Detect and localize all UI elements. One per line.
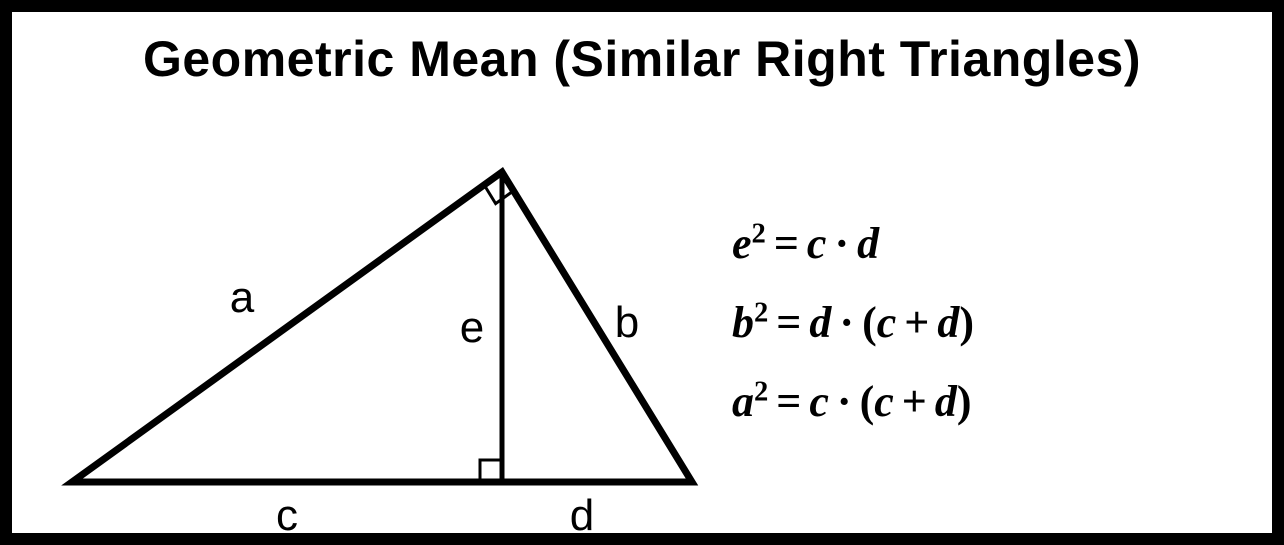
equals-sign: =: [768, 377, 809, 426]
formula-b-exponent: 2: [754, 297, 768, 328]
figure-frame: Geometric Mean (Similar Right Triangles)…: [0, 0, 1284, 545]
formula-e-lhs-var: e: [732, 219, 752, 268]
equals-sign: =: [766, 219, 807, 268]
formula-a: a2=c·(c+d): [732, 376, 1232, 427]
formula-e: e2=c·d: [732, 218, 1232, 269]
formula-a-exponent: 2: [754, 376, 768, 407]
figure-title: Geometric Mean (Similar Right Triangles): [12, 30, 1272, 88]
formula-b-rhs: d·(c+d): [809, 298, 974, 347]
formula-list: e2=c·d b2=d·(c+d) a2=c·(c+d): [732, 218, 1272, 427]
equals-sign: =: [768, 298, 809, 347]
label-b: b: [615, 298, 639, 347]
formula-b-lhs-var: b: [732, 298, 754, 347]
label-e: e: [460, 303, 484, 352]
formula-b: b2=d·(c+d): [732, 297, 1232, 348]
label-a: a: [230, 273, 255, 322]
formula-e-rhs: c·d: [807, 219, 879, 268]
figure-content: abcde e2=c·d b2=d·(c+d) a2=c·(c+d): [12, 112, 1272, 533]
label-c: c: [276, 491, 298, 532]
label-d: d: [570, 491, 594, 532]
triangle-svg: a b c d e: [12, 112, 732, 532]
formula-e-exponent: 2: [752, 218, 766, 249]
triangle-diagram: a b c d e: [12, 112, 732, 533]
formula-a-rhs: c·(c+d): [809, 377, 971, 426]
formula-a-lhs-var: a: [732, 377, 754, 426]
